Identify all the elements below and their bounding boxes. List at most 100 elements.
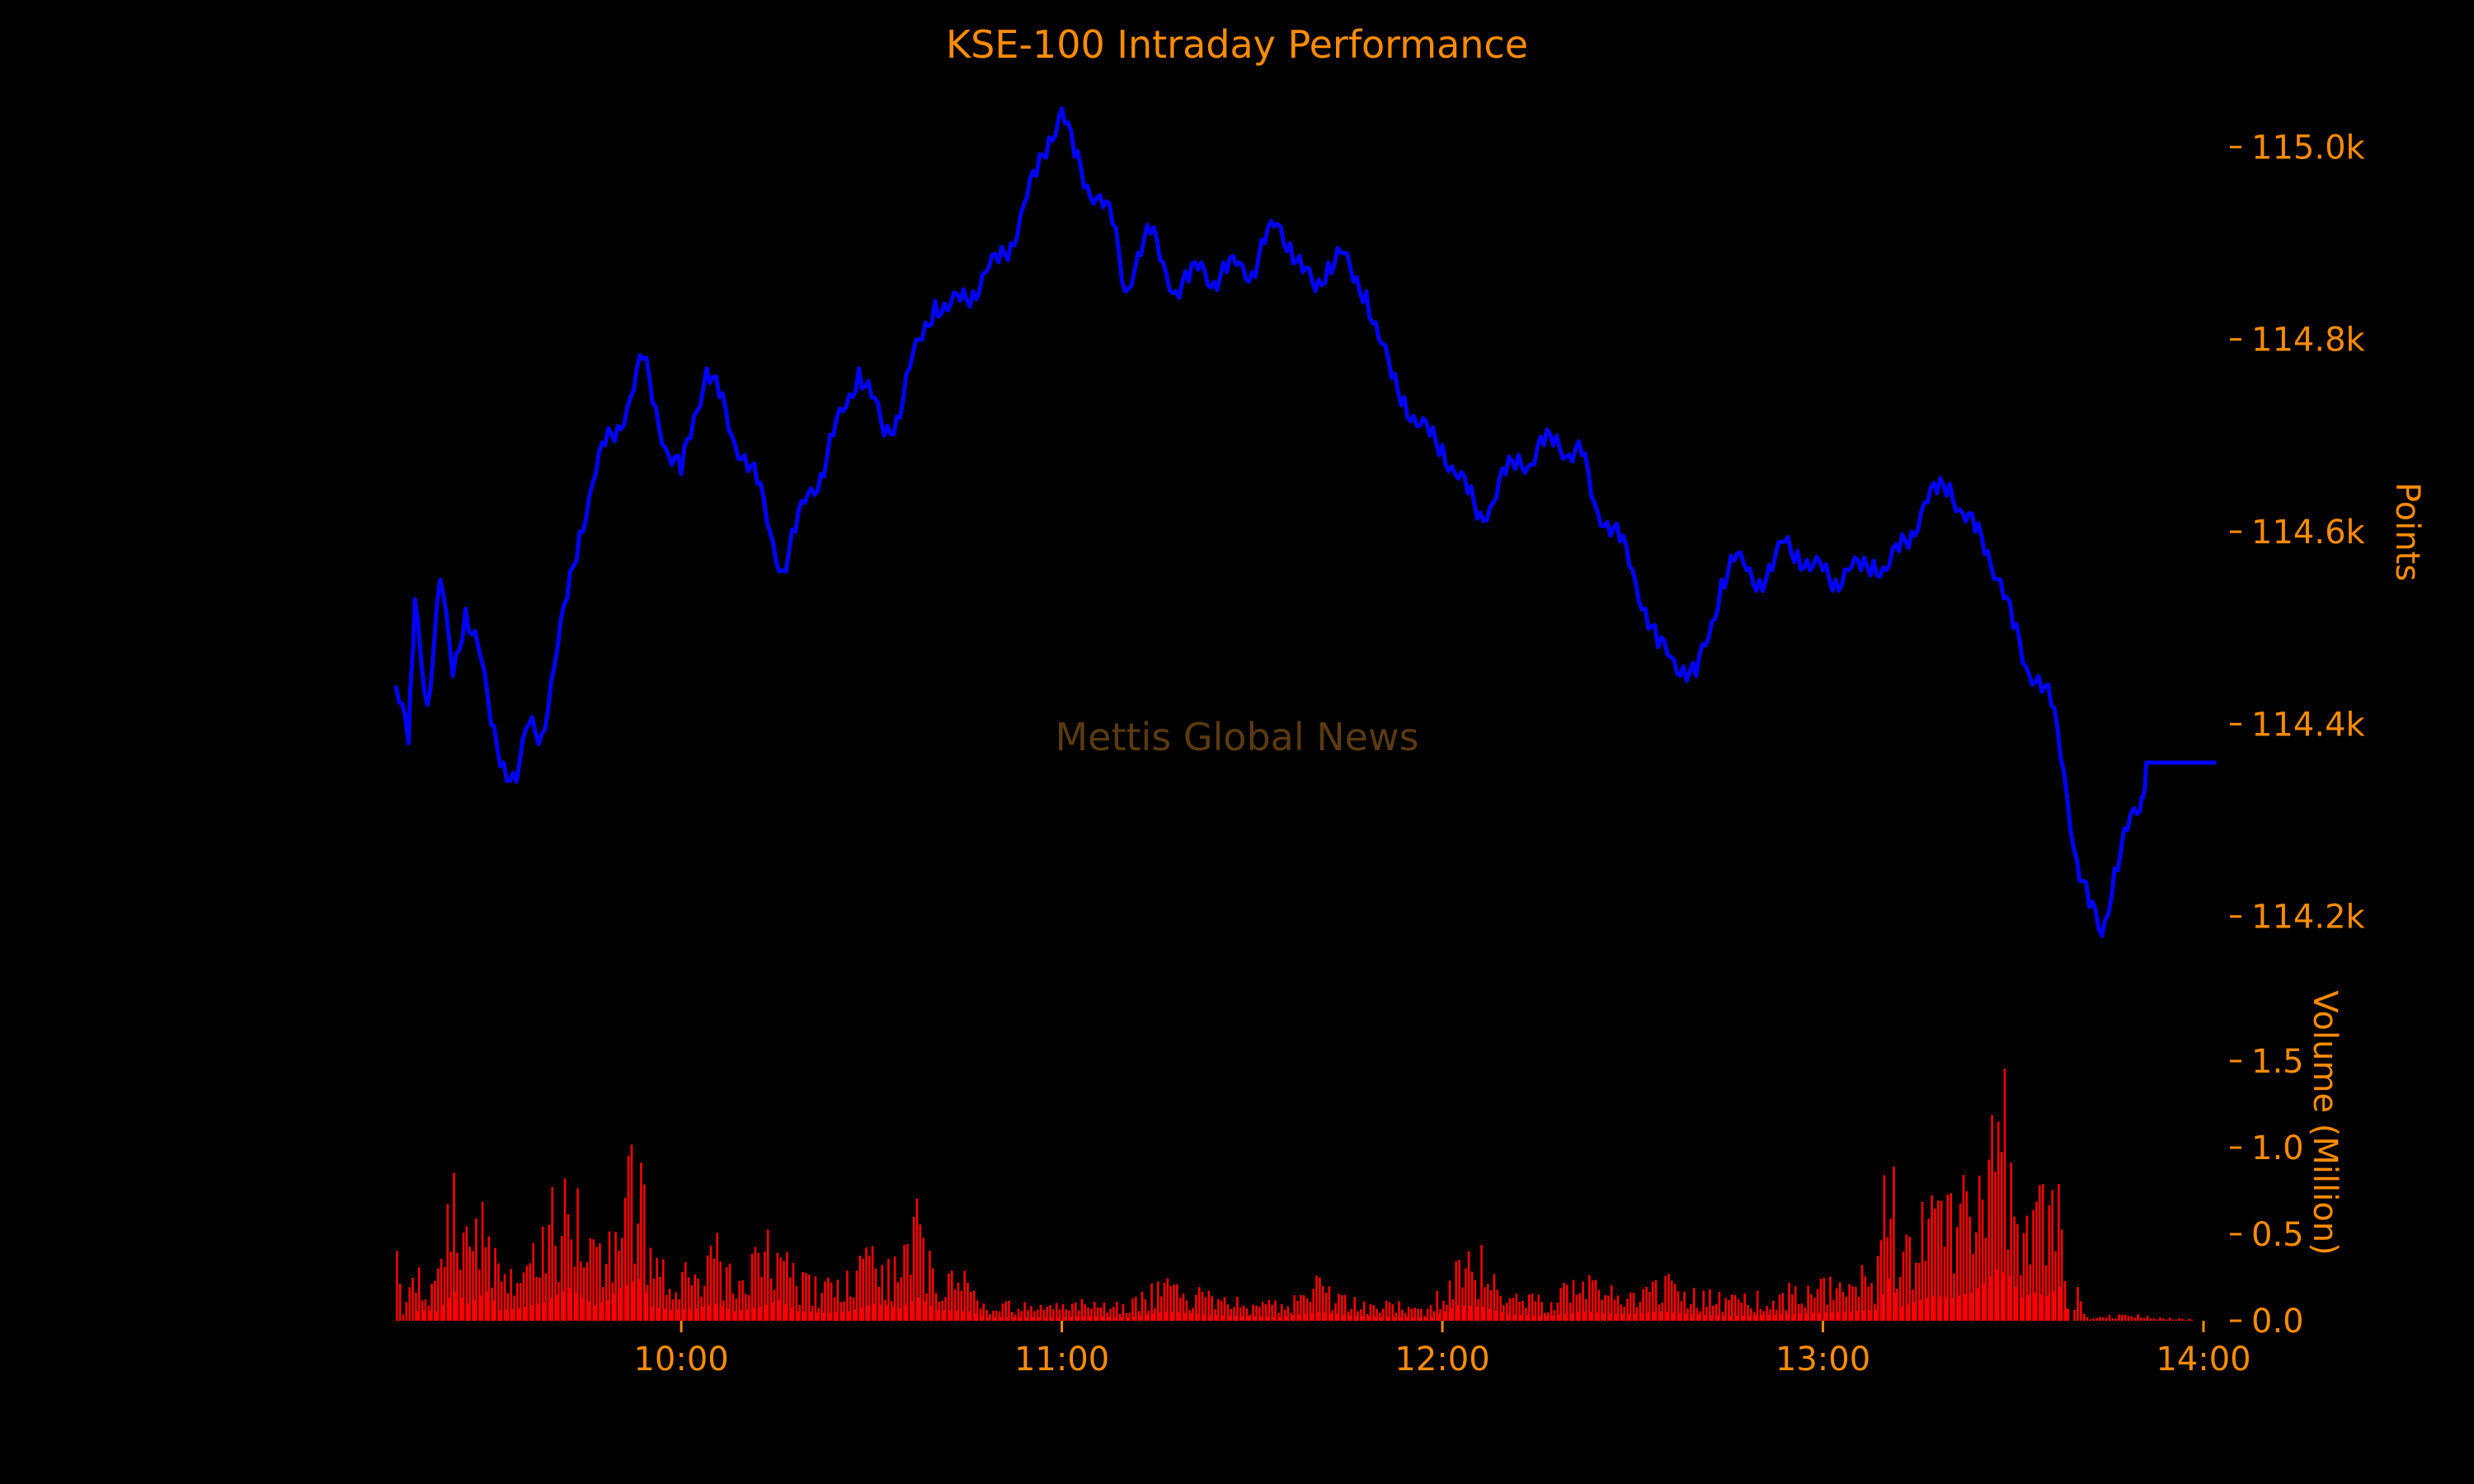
volume-bar: [516, 1308, 521, 1321]
volume-bar: [1591, 1280, 1594, 1321]
volume-bar: [1236, 1296, 1239, 1321]
volume-bar: [1917, 1299, 1923, 1321]
volume-bar: [1302, 1295, 1305, 1321]
volume-bar: [484, 1291, 489, 1321]
volume-bar: [434, 1280, 436, 1321]
volume-bar: [2029, 1264, 2032, 1321]
volume-bar: [1855, 1287, 1857, 1321]
volume-bar: [827, 1313, 832, 1321]
volume-bar: [868, 1255, 871, 1321]
volume-bar: [2039, 1294, 2044, 1321]
volume-bar: [779, 1257, 782, 1321]
volume-bar: [706, 1255, 709, 1321]
volume-bar: [2190, 1319, 2194, 1321]
volume-bar: [1711, 1306, 1714, 1321]
volume-bar: [1347, 1315, 1352, 1321]
volume-bar: [1075, 1317, 1079, 1321]
volume-bar: [760, 1276, 763, 1321]
volume-bar: [1455, 1305, 1460, 1321]
volume-bar: [1696, 1308, 1699, 1321]
volume-bar: [1173, 1284, 1175, 1321]
volume-bar: [893, 1256, 896, 1321]
volume-bar: [1864, 1276, 1867, 1321]
volume-bar: [887, 1258, 890, 1321]
volume-bar: [576, 1188, 579, 1321]
volume-bar: [1417, 1308, 1419, 1321]
volume-bar: [1008, 1300, 1010, 1321]
price-y-axis: 114.2k 114.4k 114.6k 114.8k 115.0k: [2230, 129, 2366, 937]
volume-bar: [687, 1308, 692, 1321]
volume-bar: [1797, 1313, 1802, 1321]
volume-bar: [807, 1312, 813, 1321]
volume-bar: [896, 1282, 900, 1321]
volume-bar: [1931, 1295, 1935, 1321]
volume-bar: [1512, 1298, 1515, 1321]
volume-bar: [896, 1308, 901, 1321]
volume-bar: [1733, 1294, 1737, 1321]
volume-bar: [776, 1300, 781, 1321]
volume-bar: [2137, 1314, 2139, 1321]
volume-bars: [396, 1068, 2194, 1322]
volume-bar: [1178, 1298, 1182, 1321]
volume-bar: [1204, 1297, 1207, 1321]
volume-bar: [529, 1305, 534, 1321]
volume-bar: [446, 1298, 451, 1321]
volume-bar: [1620, 1304, 1622, 1321]
volume-bar: [1068, 1310, 1070, 1321]
volume-bar: [802, 1271, 804, 1321]
volume-bar: [1718, 1292, 1721, 1321]
volume-bar: [1264, 1303, 1268, 1321]
volume-bar: [459, 1270, 462, 1321]
volume-bar: [1401, 1309, 1404, 1321]
volume-bar: [1398, 1317, 1403, 1321]
volume-bar: [1182, 1313, 1187, 1321]
volume-bar: [1867, 1310, 1872, 1321]
volume-bar: [1220, 1315, 1225, 1321]
volume-bar: [1724, 1298, 1727, 1321]
volume-bar: [1112, 1317, 1117, 1321]
volume-bar: [1531, 1315, 1536, 1321]
volume-bar: [662, 1308, 667, 1321]
volume-bar: [2140, 1317, 2142, 1321]
volume-bar: [1575, 1294, 1578, 1321]
volume-bar: [858, 1307, 863, 1321]
volume-bar: [953, 1310, 958, 1321]
volume-bar: [1569, 1303, 1572, 1321]
volume-bar: [1280, 1303, 1283, 1321]
volume-bar: [1610, 1285, 1613, 1321]
volume-bar: [1385, 1317, 1390, 1321]
volume-bar: [967, 1282, 969, 1321]
volume-bar: [1150, 1313, 1155, 1321]
volume-bar: [849, 1296, 852, 1321]
volume-bar: [2105, 1317, 2108, 1321]
volume-bar: [858, 1256, 862, 1321]
volume-bar: [1480, 1245, 1483, 1321]
volume-bar: [1328, 1313, 1333, 1321]
volume-bar: [1217, 1298, 1220, 1321]
volume-bar: [1011, 1317, 1016, 1321]
volume-bar: [2082, 1313, 2086, 1321]
volume-bar: [941, 1310, 946, 1321]
volume-bar: [697, 1278, 699, 1321]
volume-bar: [713, 1258, 716, 1321]
volume-bar: [1518, 1301, 1521, 1321]
volume-bar: [2016, 1223, 2019, 1321]
volume-bar: [1046, 1307, 1048, 1321]
volume-bar: [2165, 1319, 2168, 1321]
volume-bar: [1860, 1310, 1865, 1321]
volume-bar: [1968, 1216, 1971, 1321]
volume-bar: [906, 1244, 909, 1321]
volume-bar: [1461, 1287, 1464, 1321]
volume-bar: [703, 1285, 706, 1321]
volume-bar: [915, 1297, 920, 1321]
volume-bar: [1690, 1313, 1695, 1321]
volume-bar: [681, 1308, 686, 1321]
volume-bar: [1080, 1298, 1084, 1321]
volume-bar: [640, 1162, 642, 1321]
volume-bar: [1924, 1298, 1929, 1321]
volume-y-tick-label: 0.5: [2251, 1216, 2304, 1254]
volume-bar: [1540, 1302, 1543, 1321]
volume-bar: [852, 1298, 855, 1321]
volume-bar: [1096, 1307, 1099, 1321]
volume-bar: [792, 1262, 795, 1321]
